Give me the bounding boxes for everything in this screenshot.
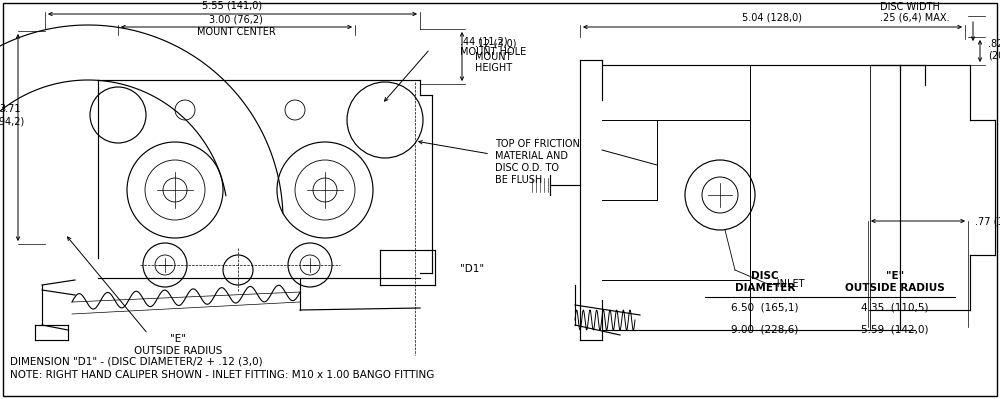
Text: MOUNT: MOUNT bbox=[475, 52, 512, 62]
Text: .77 (19,6): .77 (19,6) bbox=[975, 216, 1000, 226]
Text: 5.59  (142,0): 5.59 (142,0) bbox=[861, 325, 929, 335]
Text: OUTSIDE RADIUS: OUTSIDE RADIUS bbox=[845, 283, 945, 293]
Text: MOUNT CENTER: MOUNT CENTER bbox=[197, 27, 275, 37]
Text: DIMENSION "D1" - (DISC DIAMETER/2 + .12 (3,0): DIMENSION "D1" - (DISC DIAMETER/2 + .12 … bbox=[10, 356, 263, 366]
Text: .25 (6,4) MAX.: .25 (6,4) MAX. bbox=[880, 13, 950, 23]
Text: HEIGHT: HEIGHT bbox=[475, 63, 512, 73]
Text: DISC WIDTH: DISC WIDTH bbox=[880, 2, 940, 12]
Text: MATERIAL AND: MATERIAL AND bbox=[495, 151, 568, 161]
Text: 6.50  (165,1): 6.50 (165,1) bbox=[731, 303, 799, 313]
Text: "E": "E" bbox=[886, 271, 904, 281]
Text: 4.35  (110,5): 4.35 (110,5) bbox=[861, 303, 929, 313]
Text: 3.00 (76,2): 3.00 (76,2) bbox=[209, 14, 263, 24]
Text: 5.55 (141,0): 5.55 (141,0) bbox=[202, 1, 262, 11]
Text: NOTE: RIGHT HAND CALIPER SHOWN - INLET FITTING: M10 x 1.00 BANGO FITTING: NOTE: RIGHT HAND CALIPER SHOWN - INLET F… bbox=[10, 370, 434, 380]
Text: "D1": "D1" bbox=[460, 264, 484, 274]
Text: 3.71: 3.71 bbox=[0, 104, 21, 114]
Text: DIAMETER: DIAMETER bbox=[735, 283, 795, 293]
Text: DISC O.D. TO: DISC O.D. TO bbox=[495, 163, 559, 173]
Text: "E": "E" bbox=[170, 334, 186, 344]
Text: DISC: DISC bbox=[751, 271, 779, 281]
Text: 9.00  (228,6): 9.00 (228,6) bbox=[731, 325, 799, 335]
Text: OUTSIDE RADIUS: OUTSIDE RADIUS bbox=[134, 346, 222, 356]
Text: .12 (3,0): .12 (3,0) bbox=[475, 39, 516, 49]
Text: (20,8): (20,8) bbox=[988, 51, 1000, 61]
Text: .44 (11,2): .44 (11,2) bbox=[460, 36, 508, 46]
Text: (94,2): (94,2) bbox=[0, 116, 25, 126]
Text: .82: .82 bbox=[988, 39, 1000, 49]
Text: BE FLUSH: BE FLUSH bbox=[495, 175, 542, 185]
Text: 5.04 (128,0): 5.04 (128,0) bbox=[742, 13, 802, 23]
Text: TOP OF FRICTION: TOP OF FRICTION bbox=[495, 139, 580, 149]
Text: MOUNT HOLE: MOUNT HOLE bbox=[460, 47, 526, 57]
Text: —INLET: —INLET bbox=[768, 279, 806, 289]
